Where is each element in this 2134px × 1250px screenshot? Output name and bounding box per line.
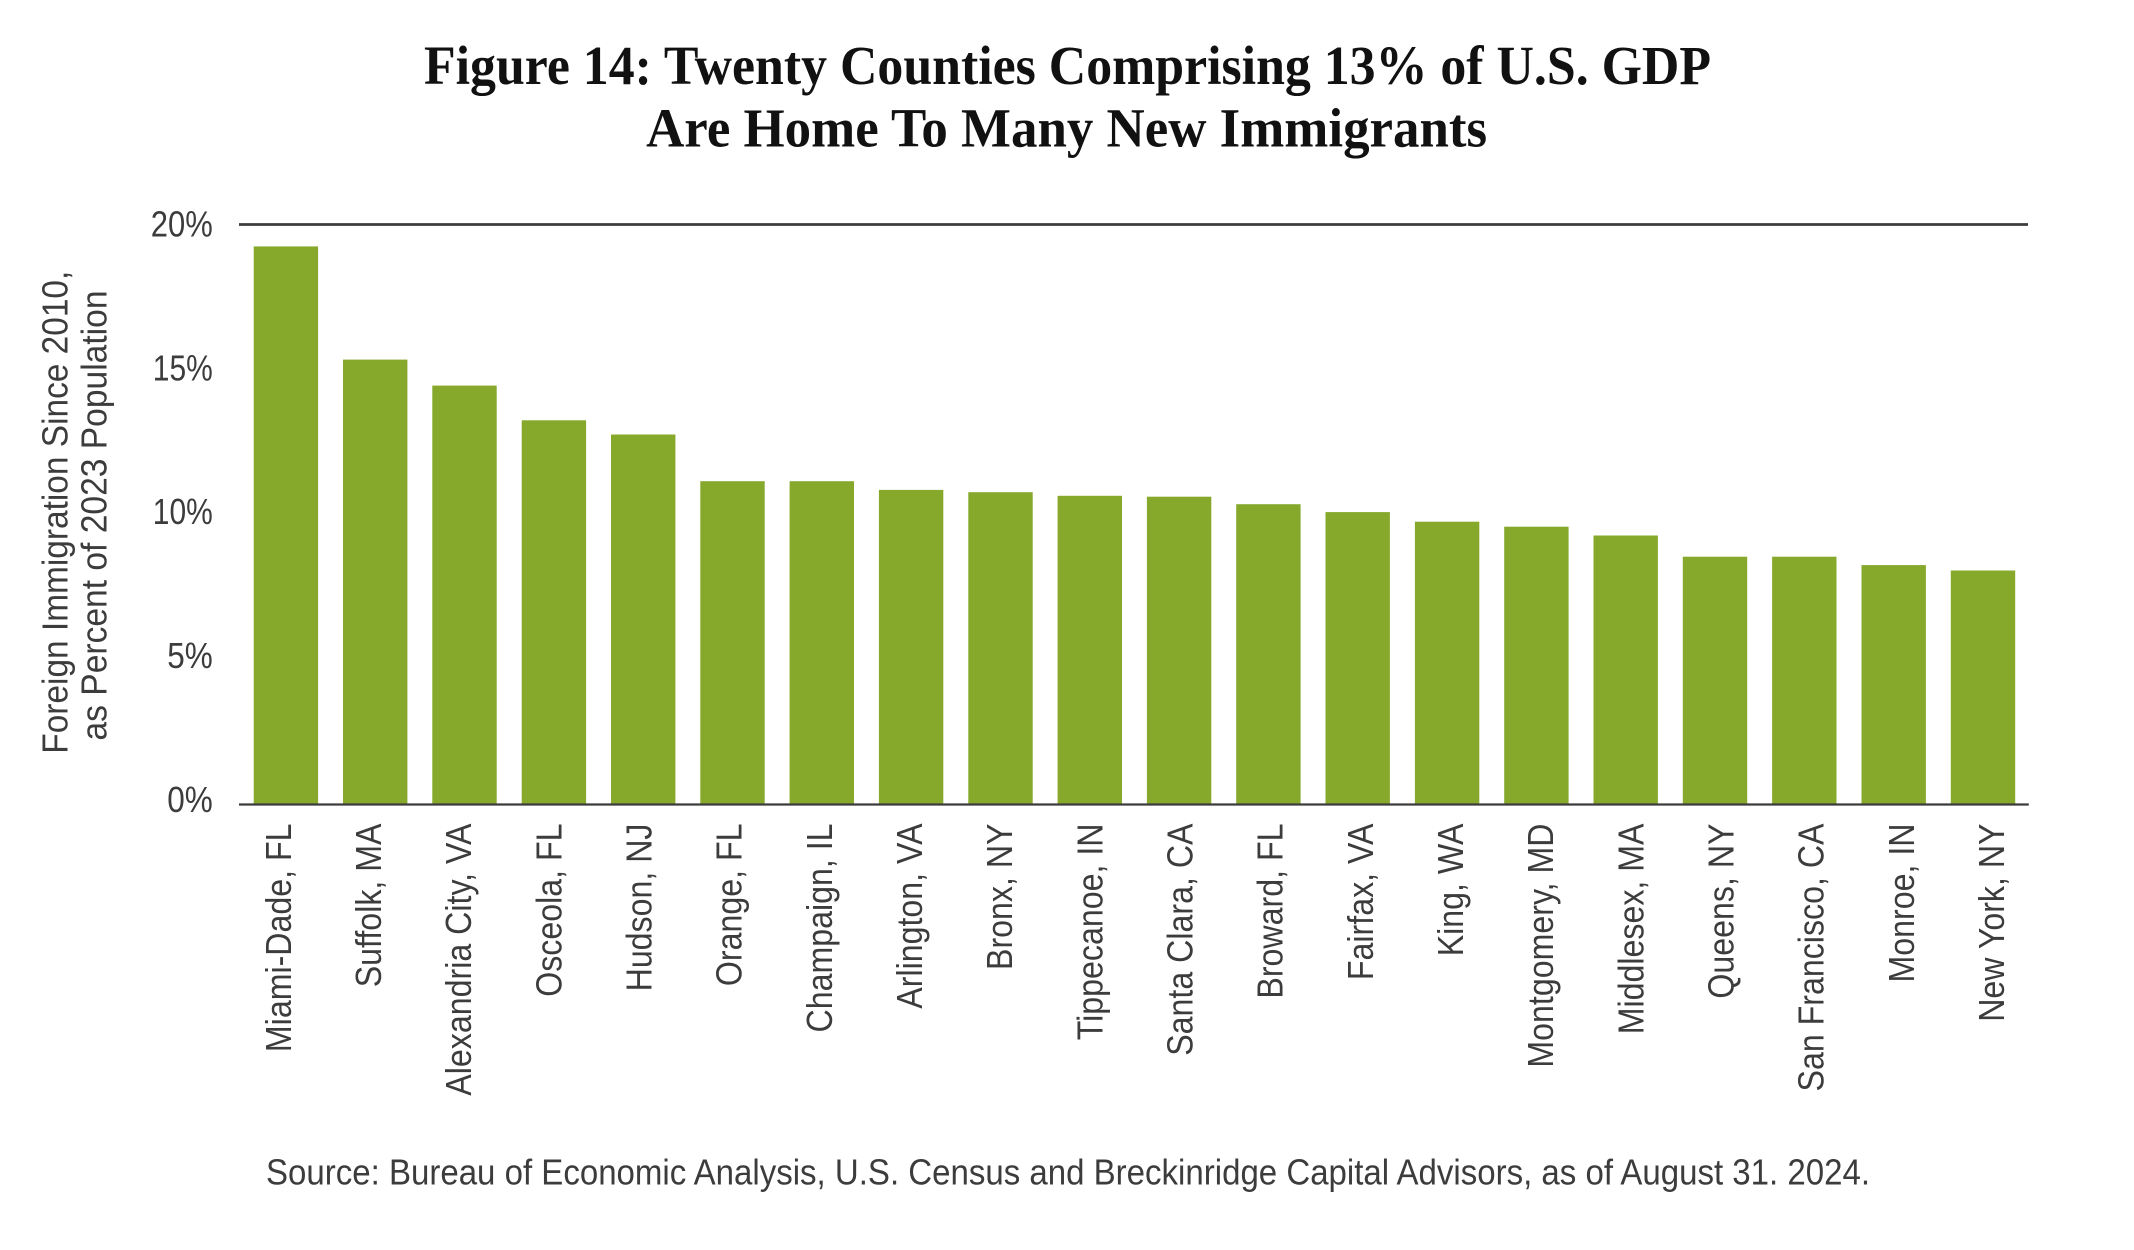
svg-text:San Francisco, CA: San Francisco, CA: [1791, 824, 1832, 1092]
svg-text:Queens, NY: Queens, NY: [1701, 824, 1742, 999]
svg-text:10%: 10%: [153, 491, 213, 532]
svg-text:Tippecanoe, IN: Tippecanoe, IN: [1069, 824, 1110, 1041]
svg-text:Middlesex, MA: Middlesex, MA: [1610, 824, 1651, 1035]
svg-text:Foreign Immigration Since 2010: Foreign Immigration Since 2010,: [35, 271, 76, 754]
svg-text:Monroe, IN: Monroe, IN: [1881, 824, 1922, 983]
svg-text:Bronx, NY: Bronx, NY: [979, 824, 1020, 971]
svg-text:15%: 15%: [153, 347, 213, 388]
svg-text:Champaign, IL: Champaign, IL: [799, 824, 840, 1033]
svg-text:20%: 20%: [151, 204, 213, 245]
svg-text:Figure 14: Twenty Counties Com: Figure 14: Twenty Counties Comprising 13…: [424, 35, 1711, 96]
svg-text:Alexandria City, VA: Alexandria City, VA: [438, 824, 479, 1096]
svg-text:Fairfax, VA: Fairfax, VA: [1340, 824, 1381, 981]
svg-text:Miami-Dade, FL: Miami-Dade, FL: [258, 824, 299, 1053]
svg-text:Are Home To Many New Immigrant: Are Home To Many New Immigrants: [646, 98, 1487, 159]
svg-text:New York, NY: New York, NY: [1971, 824, 2012, 1022]
svg-text:0%: 0%: [167, 779, 213, 820]
svg-text:Arlington, VA: Arlington, VA: [889, 824, 930, 1009]
svg-text:Hudson, NJ: Hudson, NJ: [619, 824, 660, 992]
svg-text:Osceola, FL: Osceola, FL: [528, 824, 569, 997]
svg-text:Santa Clara, CA: Santa Clara, CA: [1160, 824, 1201, 1056]
svg-text:Orange, FL: Orange, FL: [709, 824, 750, 987]
svg-text:King, WA: King, WA: [1430, 824, 1471, 957]
svg-text:Broward, FL: Broward, FL: [1250, 824, 1291, 999]
svg-text:5%: 5%: [167, 635, 213, 676]
svg-text:Suffolk, MA: Suffolk, MA: [348, 824, 389, 988]
svg-text:Montgomery, MD: Montgomery, MD: [1520, 824, 1561, 1068]
svg-text:as Percent of 2023 Population: as Percent of 2023 Population: [74, 291, 115, 741]
svg-text:Source: Bureau of Economic Ana: Source: Bureau of Economic Analysis, U.S…: [266, 1152, 1870, 1193]
